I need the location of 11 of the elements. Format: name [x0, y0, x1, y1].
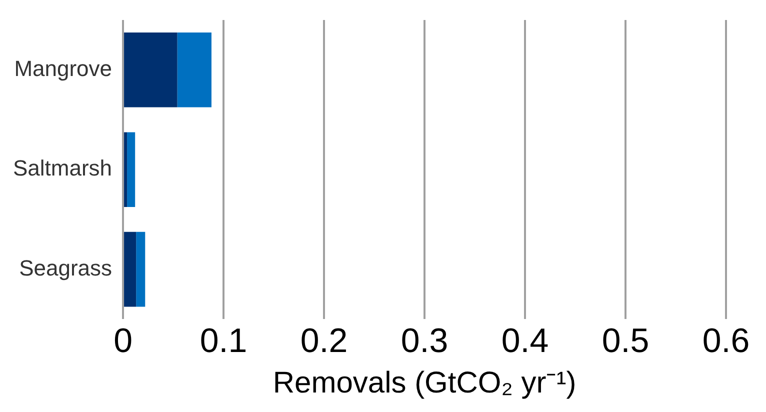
- x-tick-label: 0.1: [200, 322, 248, 360]
- y-tick-label: Seagrass: [19, 255, 112, 280]
- x-axis-title: Removals (GtCO₂ yr⁻¹): [272, 366, 576, 400]
- y-tick-label: Saltmarsh: [12, 156, 112, 181]
- x-tick-label: 0.5: [602, 322, 650, 360]
- x-tick-label: 0.3: [400, 322, 448, 360]
- y-tick-label: Mangrove: [14, 56, 112, 81]
- x-tick-label: 0.4: [501, 322, 549, 360]
- x-tick-label: 0.2: [300, 322, 348, 360]
- x-tick-label: 0: [114, 322, 132, 360]
- x-tick-label: 0.6: [702, 322, 750, 360]
